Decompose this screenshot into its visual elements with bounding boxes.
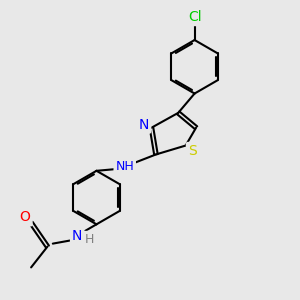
Text: N: N: [72, 229, 83, 243]
Text: S: S: [188, 144, 197, 158]
Text: NH: NH: [116, 160, 134, 173]
Text: H: H: [85, 233, 94, 246]
Text: O: O: [20, 211, 31, 224]
Text: Cl: Cl: [188, 10, 201, 24]
Text: N: N: [139, 118, 149, 132]
